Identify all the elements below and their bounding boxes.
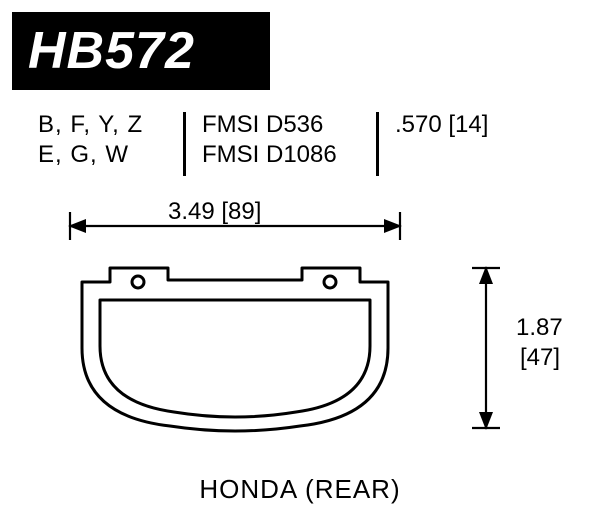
height-dimension (472, 268, 500, 428)
thickness-spec: .570 [14] (379, 110, 488, 140)
width-dimension (70, 212, 400, 240)
spec-row: B, F, Y, Z E, G, W FMSI D536 FMSI D1086 … (38, 110, 580, 176)
brake-pad-outline (82, 268, 388, 431)
thickness-value: .570 [14] (395, 110, 488, 140)
part-number-text: HB572 (28, 21, 195, 81)
compound-codes-line2: E, G, W (38, 140, 183, 170)
fmsi-line1: FMSI D536 (202, 110, 376, 140)
fmsi-line2: FMSI D1086 (202, 140, 376, 170)
compound-codes: B, F, Y, Z E, G, W (38, 110, 183, 170)
compound-codes-line1: B, F, Y, Z (38, 110, 183, 140)
brake-pad-diagram (0, 170, 600, 518)
part-number-title: HB572 (12, 12, 270, 90)
fmsi-codes: FMSI D536 FMSI D1086 (186, 110, 376, 170)
